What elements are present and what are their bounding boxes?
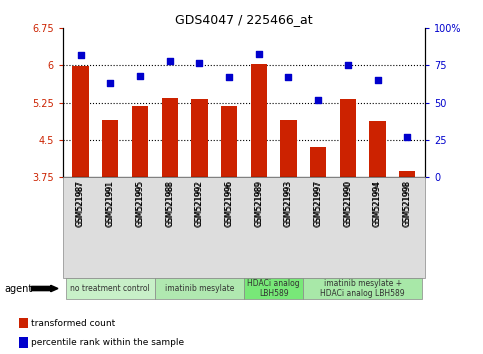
Point	[196, 60, 203, 65]
Bar	[102, 120, 118, 177]
Bar	[280, 120, 297, 177]
Text: GSM521989: GSM521989	[254, 181, 263, 227]
Text: GSM521997: GSM521997	[313, 181, 323, 227]
Text: GSM521990: GSM521990	[343, 181, 352, 227]
Text: no treatment control: no treatment control	[71, 284, 150, 293]
Text: GSM521995: GSM521995	[136, 180, 144, 226]
Text: GSM521988: GSM521988	[165, 181, 174, 227]
Bar	[310, 147, 327, 177]
Point	[284, 75, 292, 80]
Bar	[340, 99, 356, 177]
Point	[255, 51, 263, 56]
Bar	[369, 121, 386, 177]
Text: GSM521991: GSM521991	[106, 181, 115, 227]
Text: GSM521989: GSM521989	[254, 180, 263, 226]
Bar	[221, 106, 237, 177]
Bar	[399, 171, 415, 177]
Text: GSM521997: GSM521997	[313, 180, 323, 226]
Text: GSM521991: GSM521991	[106, 180, 115, 226]
Point	[403, 134, 411, 140]
Text: percentile rank within the sample: percentile rank within the sample	[31, 338, 185, 347]
Text: GSM521998: GSM521998	[403, 180, 412, 226]
Bar	[161, 98, 178, 177]
Text: GSM521993: GSM521993	[284, 180, 293, 226]
Text: GSM521996: GSM521996	[225, 180, 234, 226]
Text: GSM521998: GSM521998	[403, 181, 412, 227]
Point	[374, 78, 382, 83]
Bar	[251, 64, 267, 177]
Point	[166, 58, 173, 64]
Title: GDS4047 / 225466_at: GDS4047 / 225466_at	[175, 13, 313, 26]
Text: GSM521990: GSM521990	[343, 180, 352, 226]
Text: GSM521992: GSM521992	[195, 181, 204, 227]
Point	[314, 97, 322, 103]
Text: HDACi analog
LBH589: HDACi analog LBH589	[247, 279, 300, 298]
Text: imatinib mesylate: imatinib mesylate	[165, 284, 234, 293]
Text: GSM521996: GSM521996	[225, 181, 234, 227]
Bar	[132, 106, 148, 177]
Point	[77, 52, 85, 58]
Text: GSM521994: GSM521994	[373, 181, 382, 227]
Text: agent: agent	[5, 284, 33, 293]
Point	[136, 73, 144, 79]
Text: GSM521987: GSM521987	[76, 180, 85, 226]
Point	[106, 80, 114, 86]
Text: GSM521995: GSM521995	[136, 181, 144, 227]
Bar	[191, 99, 208, 177]
Point	[225, 75, 233, 80]
Text: transformed count: transformed count	[31, 319, 115, 328]
Text: GSM521988: GSM521988	[165, 180, 174, 226]
Text: imatinib mesylate +
HDACi analog LBH589: imatinib mesylate + HDACi analog LBH589	[320, 279, 405, 298]
Text: GSM521992: GSM521992	[195, 180, 204, 226]
Text: GSM521994: GSM521994	[373, 180, 382, 226]
Bar	[72, 67, 89, 177]
Text: GSM521987: GSM521987	[76, 181, 85, 227]
Point	[344, 63, 352, 68]
Text: GSM521993: GSM521993	[284, 181, 293, 227]
